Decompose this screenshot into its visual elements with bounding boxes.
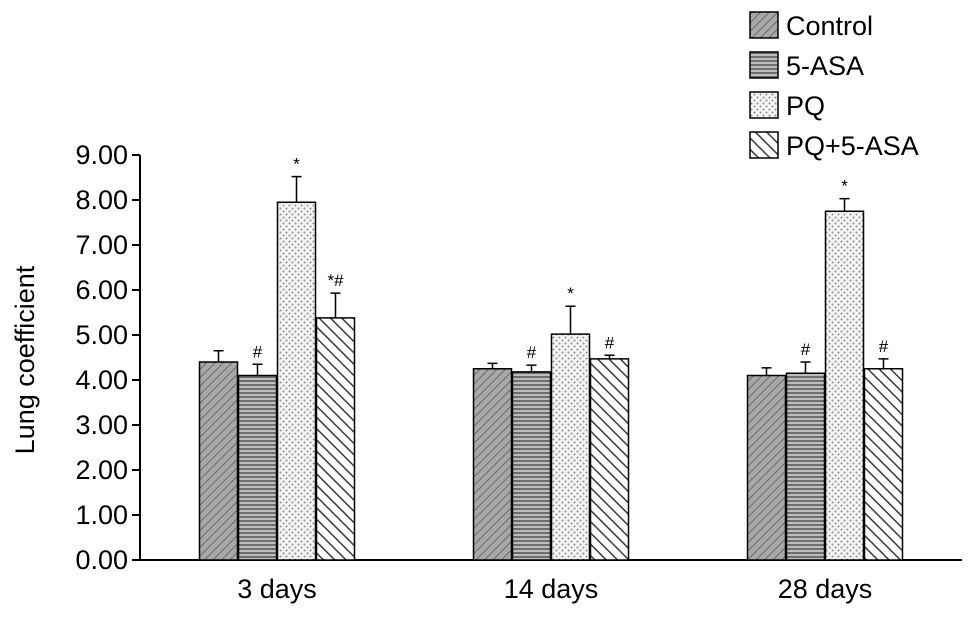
y-tick-label: 6.00	[75, 275, 128, 305]
y-tick-label: 9.00	[75, 140, 128, 170]
bar-pq-5-asa-28-days	[863, 368, 904, 561]
significance-mark: *	[567, 284, 574, 303]
y-axis-label: Lung coefficient	[10, 265, 40, 454]
legend-swatch	[749, 91, 779, 119]
significance-mark: #	[605, 333, 615, 352]
x-tick-label: 3 days	[237, 574, 317, 604]
y-tick-label: 4.00	[75, 365, 128, 395]
significance-mark: #	[801, 340, 811, 359]
x-tick-label: 14 days	[504, 574, 599, 604]
significance-mark: #	[527, 343, 537, 362]
bars: #**##*# #*#	[198, 155, 904, 561]
significance-mark: #	[879, 337, 889, 356]
significance-mark: *	[841, 177, 848, 196]
bar-5-asa-28-days	[785, 372, 826, 561]
significance-mark: #	[253, 342, 263, 361]
bar-control-14-days	[472, 368, 513, 561]
bar-pq-3-days	[276, 201, 317, 561]
bar-pq-5-asa-3-days	[315, 317, 356, 561]
bar-5-asa-3-days	[237, 374, 278, 561]
legend-label: 5-ASA	[786, 51, 864, 81]
legend-label: PQ	[786, 91, 825, 121]
bar-5-asa-14-days	[511, 371, 552, 561]
y-tick-label: 8.00	[75, 185, 128, 215]
significance-mark: *	[293, 155, 300, 174]
legend-swatch	[749, 51, 779, 79]
bar-control-28-days	[746, 374, 787, 561]
significance-mark: *#	[327, 271, 344, 290]
bar-pq-5-asa-14-days	[589, 358, 630, 561]
bar-control-3-days	[198, 361, 239, 561]
y-tick-label: 2.00	[75, 455, 128, 485]
legend-label: Control	[786, 11, 873, 41]
legend-label: PQ+5-ASA	[786, 131, 919, 161]
legend-swatch	[749, 11, 779, 39]
axes: 0.00 1.00 2.00 3.00 4.00 5.00 6.00 7.00 8.00 9.00…	[75, 140, 962, 604]
y-tick-label: 5.00	[75, 320, 128, 350]
y-tick-label: 7.00	[75, 230, 128, 260]
bar-pq-28-days	[824, 210, 865, 561]
y-tick-label: 0.00	[75, 545, 128, 575]
legend: Control 5-ASA PQ PQ+5-ASA	[749, 11, 919, 161]
y-tick-label: 1.00	[75, 500, 128, 530]
y-tick-label: 3.00	[75, 410, 128, 440]
x-tick-label: 28 days	[778, 574, 873, 604]
legend-swatch	[749, 131, 779, 159]
bar-pq-14-days	[550, 333, 591, 561]
